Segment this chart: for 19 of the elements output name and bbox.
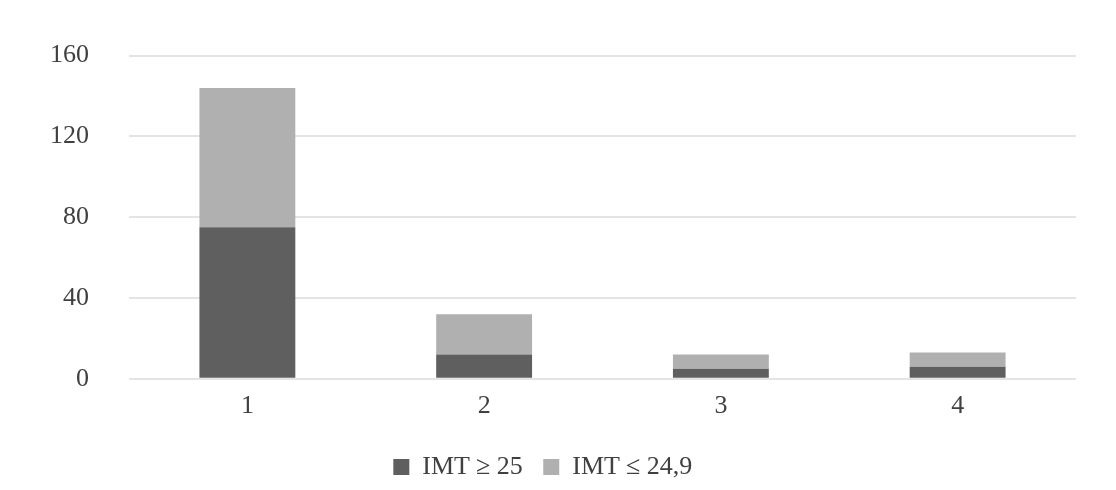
bar <box>436 314 533 355</box>
y-tick-label: 80 <box>63 201 89 231</box>
y-tick-label: 120 <box>50 120 89 150</box>
y-tick-label: 40 <box>63 281 89 311</box>
bar <box>672 368 769 378</box>
y-tick-label: 160 <box>50 39 89 69</box>
y-tick-label: 0 <box>76 362 89 392</box>
x-tick-label: 1 <box>240 390 254 420</box>
bar <box>199 227 296 378</box>
x-tick-label: 2 <box>477 390 491 420</box>
bar <box>909 352 1006 367</box>
bar <box>436 354 533 378</box>
x-tick-label: 4 <box>951 390 965 420</box>
x-tick-label: 3 <box>714 390 728 420</box>
legend-label: IMT ≥ 25 <box>422 450 523 480</box>
legend-label: IMT ≤ 24,9 <box>572 450 693 480</box>
bar <box>909 366 1006 378</box>
bar <box>199 87 296 228</box>
bar <box>672 354 769 369</box>
